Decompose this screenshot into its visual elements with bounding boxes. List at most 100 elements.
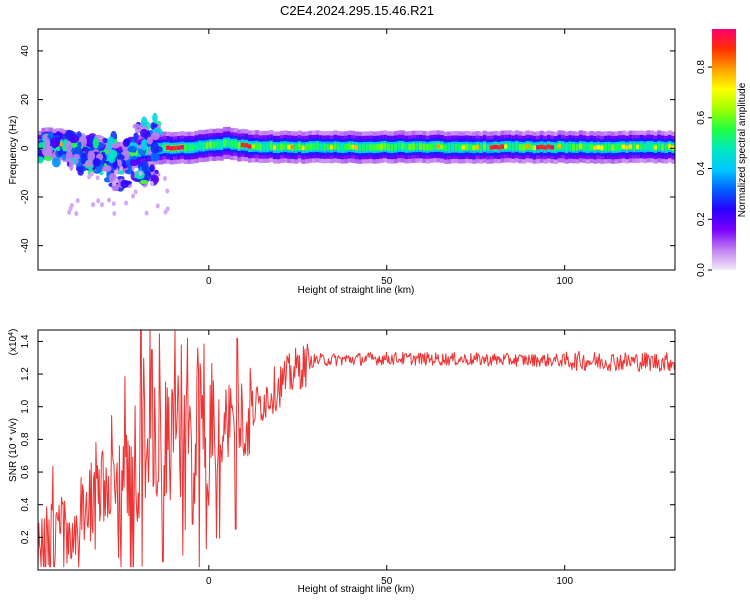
spectrogram-x-tick-label: 50 (381, 276, 393, 287)
heatmap-cell (144, 170, 151, 183)
heatmap-cell (69, 135, 80, 144)
heatmap-cell (532, 145, 537, 150)
spectrogram-y-tick-label: -20 (20, 189, 31, 204)
heatmap-cell (358, 144, 363, 152)
heatmap-cell (69, 202, 74, 208)
heatmap-cell (133, 189, 138, 195)
heatmap-cell (586, 144, 591, 151)
heatmap-cell (671, 145, 675, 150)
snr-y-tick-label: 0.8 (20, 432, 31, 446)
heatmap-cell (67, 209, 72, 215)
heatmap-cell (262, 143, 267, 151)
colorbar-tick-label: 0.6 (696, 110, 707, 124)
heatmap-cell (165, 188, 170, 194)
colorbar: 0.0 0.2 0.4 0.6 0.8 Normalized spectral ampl… (696, 29, 748, 277)
snr-y-tick-label: 1.2 (20, 367, 31, 381)
heatmap-cell (621, 144, 626, 149)
heatmap-cell (279, 143, 285, 151)
heatmap-cell (87, 150, 96, 162)
heatmap-cell (85, 159, 94, 168)
heatmap-cell (110, 143, 120, 149)
heatmap-cell (657, 143, 662, 150)
heatmap-cell (379, 144, 384, 149)
heatmap-cell (215, 141, 221, 148)
spectrogram-x-tick-label: 0 (206, 276, 212, 287)
heatmap-cell (258, 143, 263, 151)
heatmap-cell (45, 145, 53, 157)
heatmap-cell (276, 144, 281, 151)
heatmap-cell (102, 165, 112, 172)
snr-y-tick-label: 0.6 (20, 465, 31, 479)
heatmap-cell (504, 144, 509, 149)
heatmap-cell (269, 142, 274, 150)
heatmap-cell (112, 210, 117, 216)
heatmap-cell (582, 143, 587, 151)
heatmap-cell (425, 144, 431, 151)
heatmap-cell (139, 179, 149, 185)
heatmap-cell (400, 143, 406, 150)
spectrogram-x-label: Height of straight line (km) (298, 285, 415, 296)
heatmap-cell (642, 143, 648, 151)
heatmap-cell (59, 142, 64, 147)
heatmap-cell (411, 143, 416, 151)
heatmap-cell (140, 116, 148, 128)
heatmap-cell (646, 143, 651, 150)
heatmap-cell (557, 144, 562, 149)
heatmap-cell (475, 145, 480, 150)
heatmap-cell (518, 143, 523, 151)
heatmap-cell (561, 143, 566, 150)
heatmap-cell (368, 143, 374, 151)
heatmap-cell (639, 143, 644, 150)
heatmap-cell (48, 131, 54, 139)
snr-y-ticks: 0.2 0.4 0.6 0.8 1.0 1.2 1.4 (20, 334, 675, 544)
heatmap-cell (149, 181, 154, 187)
heatmap-cell (461, 145, 466, 150)
heatmap-cell (525, 144, 530, 149)
heatmap-cell (383, 143, 388, 150)
snr-y-multiplier: (x104) (8, 329, 20, 356)
heatmap-cell (440, 144, 445, 149)
heatmap-cell (625, 145, 630, 150)
heatmap-cell (511, 143, 516, 151)
heatmap-cell (596, 145, 601, 150)
heatmap-cell (333, 143, 338, 150)
heatmap-cell (653, 145, 658, 150)
spectrogram-y-ticks: -40 -20 0 20 40 (20, 45, 675, 253)
heatmap-cell (308, 143, 313, 150)
colorbar-tick-label: 0.4 (696, 161, 707, 175)
snr-frame (37, 329, 676, 571)
heatmap-cell (568, 143, 573, 151)
heatmap-cell (571, 143, 576, 151)
heatmap-cell (429, 143, 434, 151)
heatmap-cell (92, 137, 99, 149)
heatmap-cell (111, 201, 116, 207)
snr-x-tick-label: 100 (556, 576, 573, 587)
heatmap-cell (107, 197, 112, 203)
heatmap-cell (614, 144, 619, 151)
snr-y-tick-label: 0.2 (20, 530, 31, 544)
spectrogram-x-ticks: 0 50 100 (206, 29, 573, 287)
heatmap-cell (283, 143, 288, 150)
heatmap-cell (443, 144, 448, 152)
heatmap-cell (149, 164, 155, 172)
heatmap-cell (183, 144, 189, 152)
snr-y-tick-label: 1.4 (20, 334, 31, 348)
heatmap-cell (500, 144, 505, 149)
heatmap-cell (162, 144, 167, 151)
colorbar-tick-label: 0.2 (696, 212, 707, 226)
heatmap-cell (233, 140, 238, 148)
heatmap-cell (340, 144, 345, 151)
heatmap-cell (603, 144, 608, 151)
heatmap-cell (361, 144, 366, 151)
heatmap-cell (173, 145, 178, 151)
heatmap-cell (119, 165, 124, 171)
heatmap-cell (80, 156, 88, 162)
heatmap-cell (140, 128, 148, 138)
colorbar-ticks: 0.0 0.2 0.4 0.6 0.8 (696, 60, 712, 277)
heatmap-cell (244, 143, 249, 148)
heatmap-cell (650, 143, 655, 150)
heatmap-cell (618, 143, 623, 151)
heatmap-cell (144, 210, 149, 216)
snr-x-ticks: 0 50 100 (206, 330, 573, 587)
heatmap-cell (169, 146, 174, 151)
